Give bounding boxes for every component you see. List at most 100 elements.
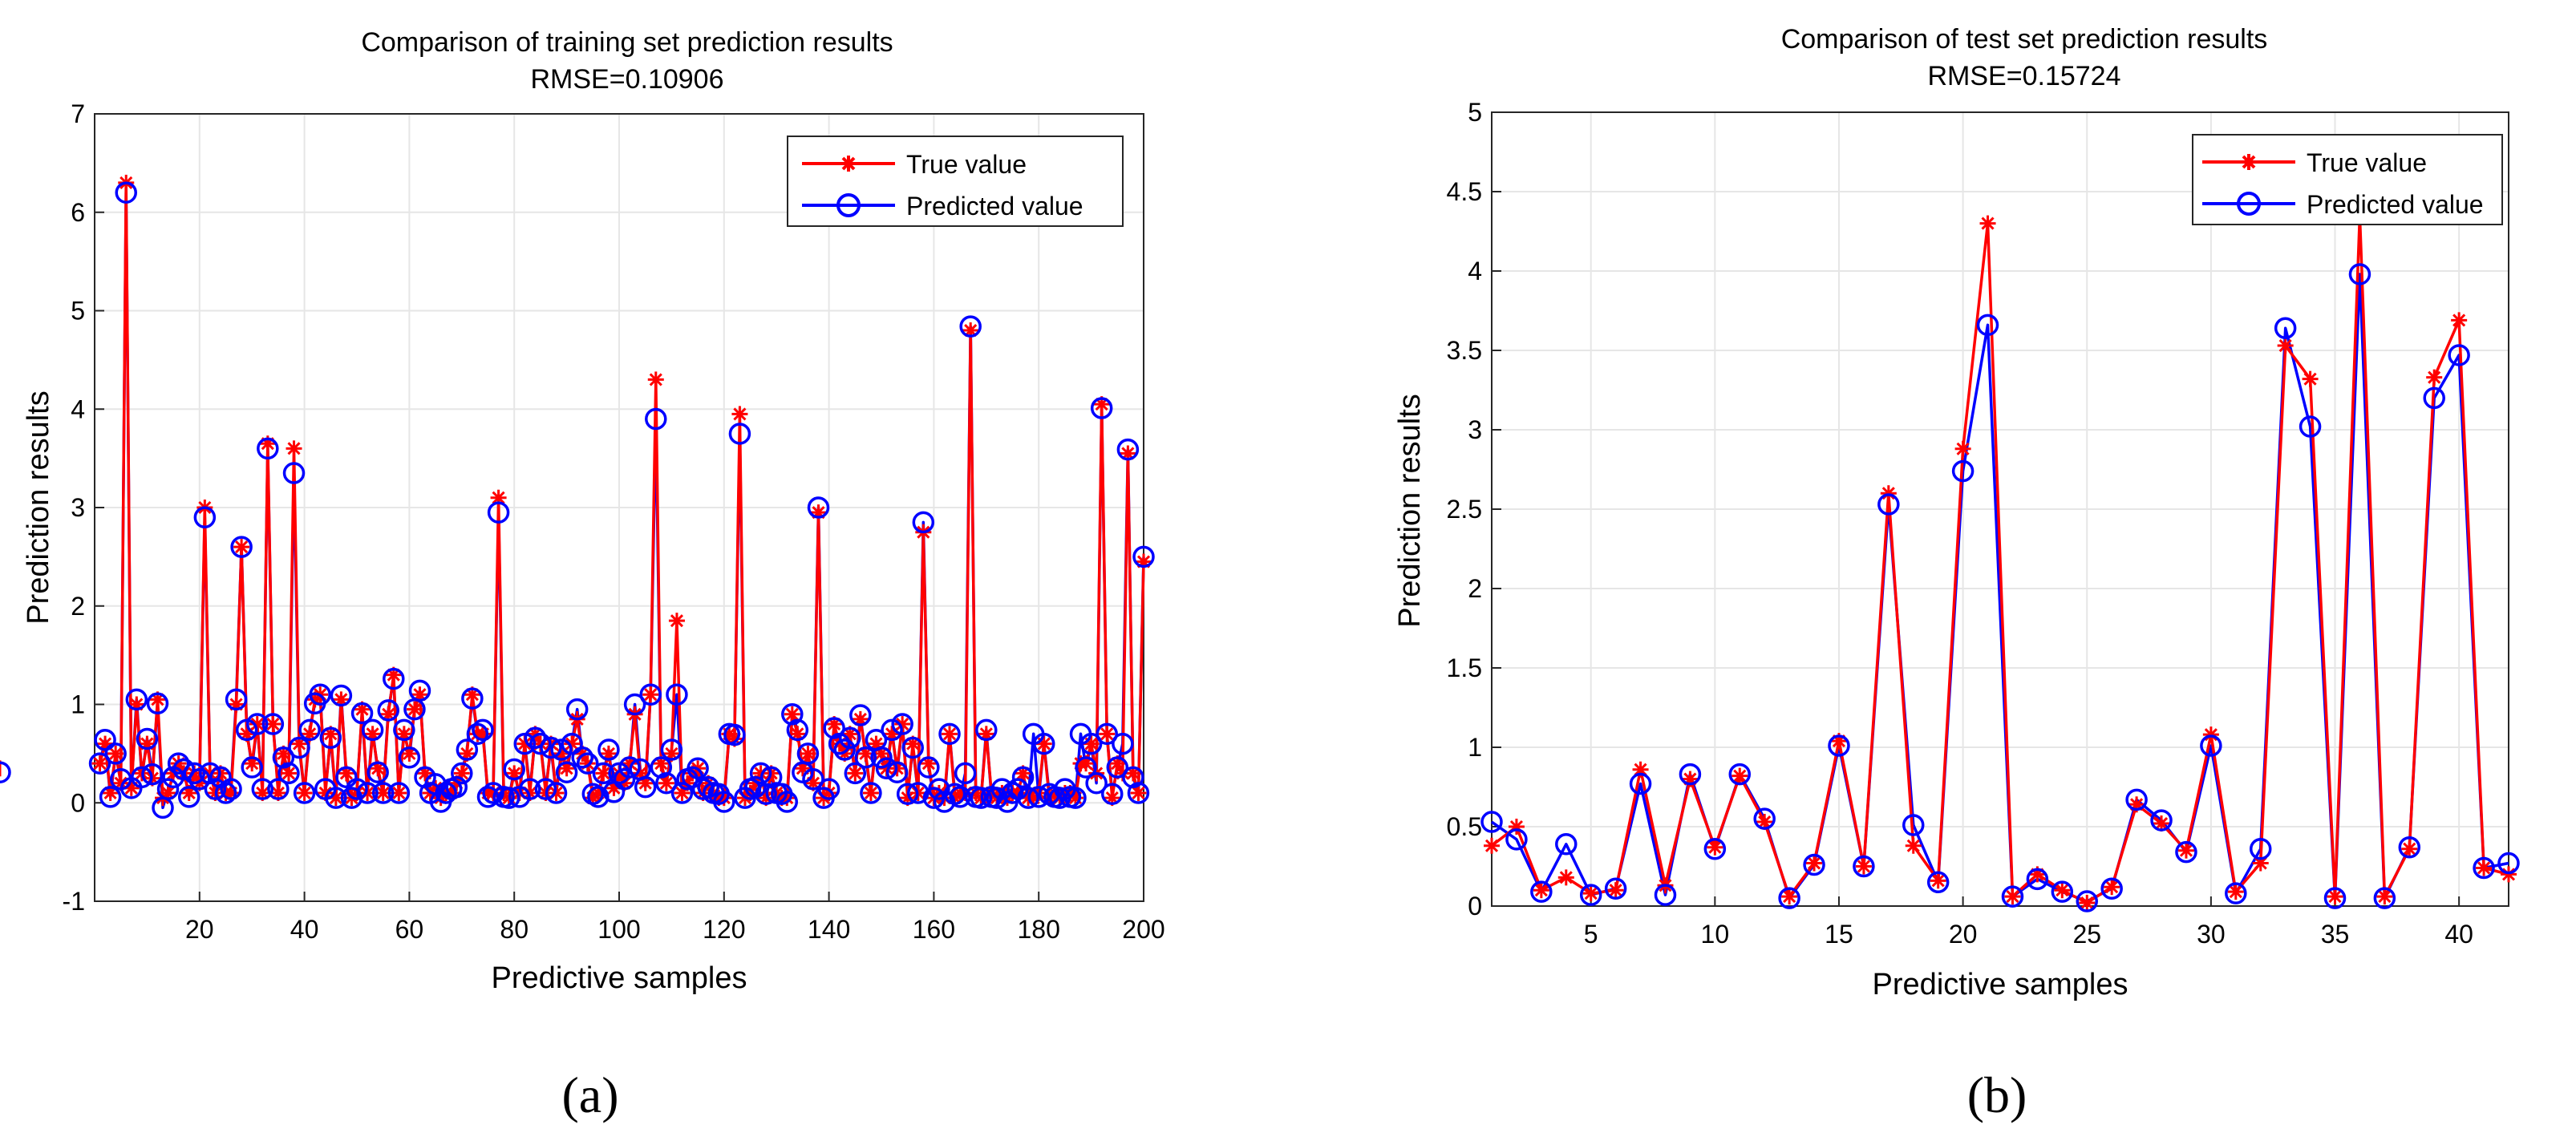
- chart-a-predicted-point: [912, 511, 935, 534]
- chart-a-predicted-point: [833, 738, 856, 761]
- chart-b-true-point: [2476, 860, 2493, 876]
- chart-a-predicted-point: [901, 736, 924, 759]
- chart-a-predicted-point: [451, 762, 473, 785]
- chart-b-predicted-point: [1877, 493, 1900, 516]
- chart-b-true-point: [2376, 888, 2393, 905]
- chart-b-predicted-point: [1579, 884, 1602, 906]
- chart-b-true-point: [1979, 215, 1996, 232]
- panel-b-caption: (b): [1967, 1066, 2027, 1123]
- chart-a-predicted-point: [298, 718, 321, 742]
- chart-a-true-point: [107, 745, 124, 762]
- chart-b-predicted-point: [2225, 882, 2247, 904]
- chart-b-predicted-point: [1480, 811, 1503, 833]
- chart-a-predicted-point: [361, 718, 384, 742]
- chart-a-predicted-point: [472, 718, 494, 742]
- chart-b-xlabel: Predictive samples: [1873, 968, 2128, 1001]
- chart-b-predicted-point: [1728, 763, 1752, 786]
- chart-a-predicted-point: [650, 756, 673, 779]
- chart-a-true-point: [862, 784, 879, 801]
- chart-b-true-point: [2451, 312, 2468, 329]
- chart-panel-a: Comparison of training set prediction re…: [0, 27, 1165, 995]
- chart-b-predicted-point: [1778, 887, 1800, 909]
- chart-a-predicted-point: [167, 752, 190, 775]
- chart-a-predicted-point: [928, 778, 950, 800]
- chart-b-predicted-point: [2125, 788, 2148, 811]
- chart-a-predicted-point: [309, 683, 331, 706]
- chart-a-xtick-label: 160: [913, 915, 955, 944]
- chart-b-subtitle: RMSE=0.15724: [1928, 61, 2121, 91]
- chart-b-predicted-point: [2150, 809, 2173, 831]
- chart-a-predicted-point: [881, 718, 903, 742]
- chart-a-predicted-point: [1064, 787, 1087, 809]
- chart-a-predicted-point: [1112, 732, 1134, 755]
- chart-a-ytick-label: 6: [71, 198, 85, 227]
- chart-a-legend-true-marker: [840, 156, 857, 172]
- chart-a-predicted-point: [350, 702, 374, 725]
- chart-b-legend: True value Predicted value: [2192, 134, 2503, 225]
- chart-a-ytick-label: 4: [71, 394, 85, 423]
- chart-a-predicted-point: [230, 536, 253, 558]
- chart-a-ylabel: Prediction results: [22, 390, 55, 624]
- chart-b-predicted-point: [1604, 877, 1627, 900]
- chart-a-predicted-point: [860, 782, 882, 804]
- chart-b-ytick-label: 3.5: [1447, 336, 1482, 365]
- chart-a-predicted-point: [844, 762, 867, 785]
- chart-a-true-line: [98, 181, 1145, 799]
- chart-b-true-point: [1930, 872, 1946, 889]
- chart-a-predicted-point: [954, 762, 977, 785]
- chart-a-true-point: [286, 440, 302, 457]
- chart-b-predicted-point: [2100, 877, 2123, 900]
- chart-b-true-point: [1607, 882, 1624, 899]
- chart-a-predicted-point: [466, 722, 489, 746]
- chart-a-predicted-point: [907, 782, 930, 804]
- chart-a-predicted-point: [1132, 545, 1155, 568]
- chart-b-predicted-point: [2348, 263, 2371, 285]
- chart-b-true-point: [1756, 814, 1773, 831]
- chart-a-predicted-point: [513, 732, 537, 755]
- chart-a-predicted-point: [445, 775, 468, 799]
- chart-a-predicted-point: [461, 687, 484, 710]
- chart-a-predicted-point: [456, 738, 479, 761]
- chart-b-true-point: [2426, 369, 2443, 386]
- chart-a-predicted-point: [870, 746, 893, 769]
- chart-a-xtick-label: 40: [290, 915, 319, 944]
- chart-a-predicted-point: [1027, 786, 1050, 808]
- chart-a-predicted-point: [497, 787, 520, 809]
- chart-b-predicted-point: [1926, 871, 1950, 894]
- chart-b-true-point: [2104, 879, 2120, 896]
- chart-a-predicted-point: [565, 698, 589, 721]
- chart-a-predicted-point: [655, 771, 678, 795]
- chart-a-xtick-label: 100: [597, 915, 640, 944]
- chart-a-predicted-point: [136, 727, 159, 751]
- chart-b-ylabel: Prediction results: [1393, 394, 1427, 627]
- chart-a-true-point: [296, 784, 313, 801]
- chart-a-ytick-label: -1: [63, 887, 85, 916]
- chart-b-ytick-label: 3: [1468, 415, 1482, 444]
- chart-b-true-line: [1490, 213, 2509, 904]
- chart-b-predicted-point: [1679, 763, 1702, 786]
- chart-a-predicted-point: [885, 761, 909, 783]
- chart-a-predicted-point: [1085, 771, 1108, 795]
- chart-a-predicted-point: [267, 778, 290, 800]
- chart-b-predicted-point: [1853, 855, 1875, 878]
- chart-a-xtick-label: 120: [703, 915, 745, 944]
- chart-a-predicted-point: [94, 728, 116, 751]
- chart-b-true-point: [2004, 888, 2021, 905]
- chart-a-predicted-point: [277, 762, 300, 785]
- chart-b-true-point: [1880, 485, 1897, 502]
- chart-a-predicted-point: [1001, 782, 1024, 804]
- chart-a-predicted-point: [503, 758, 525, 781]
- chart-b-title: Comparison of test set prediction result…: [1781, 24, 2268, 55]
- chart-a-predicted-point: [849, 704, 872, 726]
- chart-a-predicted-point: [723, 723, 746, 746]
- chart-b-xtick-label: 40: [2444, 920, 2473, 949]
- chart-a-true-point: [647, 371, 664, 388]
- chart-a-predicted-point: [346, 778, 368, 800]
- chart-b-ytick-label: 5: [1468, 98, 1482, 127]
- chart-a-predicted-point: [990, 778, 1014, 800]
- chart-b-true-point: [1732, 767, 1748, 784]
- chart-a-predicted-point: [141, 763, 164, 786]
- chart-b-legend-pred-label: Predicted value: [2307, 190, 2484, 219]
- chart-b-true-point: [2401, 840, 2418, 857]
- chart-a-true-point: [1083, 735, 1100, 752]
